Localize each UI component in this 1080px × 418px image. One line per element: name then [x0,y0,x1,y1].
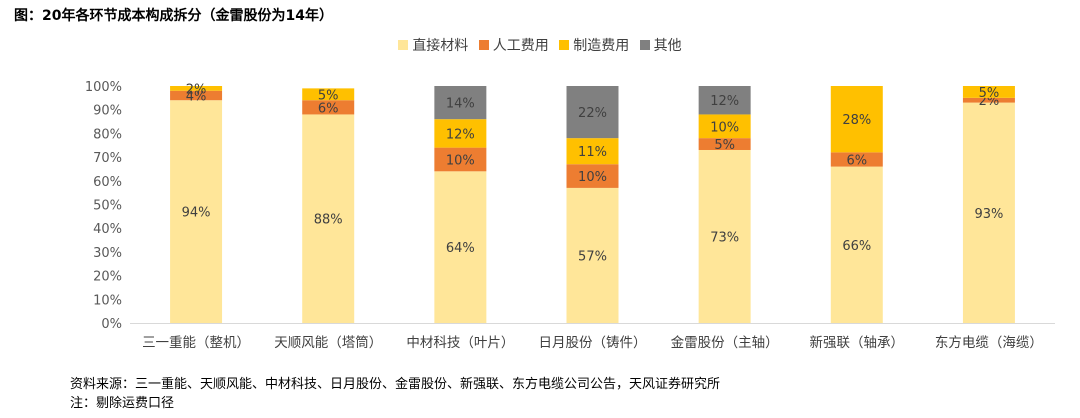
x-tick-label: 日月股份（铸件） [539,335,647,351]
data-label: 2% [979,94,1000,109]
bar-segment [566,187,619,323]
legend-item-labor: 人工费用 [478,35,549,55]
footnote: 注：剔除运费口径 [70,396,175,411]
data-label: 5% [714,138,735,153]
bar-segment [170,86,223,91]
y-tick-label: 70% [93,151,122,166]
bar-segment [830,152,883,167]
bar-segment [302,114,355,323]
data-label: 11% [578,145,607,160]
bar-segment [434,119,487,148]
data-label: 10% [710,120,739,135]
data-label: 64% [446,241,475,256]
x-tick-label: 中材科技（叶片） [406,335,514,351]
y-tick-label: 10% [93,293,122,308]
legend-item-direct-material: 直接材料 [398,35,468,55]
legend-swatch-direct-material [398,40,409,50]
data-label: 5% [979,86,1000,101]
data-label: 6% [846,153,867,168]
y-tick-label: 50% [93,199,122,214]
data-label: 12% [710,94,739,109]
bar-segment [302,88,355,101]
bar-segment [566,138,619,165]
y-tick-label: 40% [93,222,122,237]
data-label: 94% [182,206,211,221]
bar-segment [698,86,751,115]
data-label: 6% [318,101,339,116]
bar-segment [962,97,1015,103]
bar-segment [698,138,751,150]
data-label: 73% [710,230,739,245]
x-tick-label: 金雷股份（主轴） [671,335,779,351]
legend-swatch-other [639,40,650,50]
data-label: 10% [446,153,475,168]
data-label: 12% [446,127,475,142]
bar-segment [830,86,883,153]
x-tick-label: 东方电缆（海缆） [935,335,1043,351]
y-tick-label: 100% [85,80,122,95]
legend-item-other: 其他 [639,35,682,55]
bar-segment [434,171,487,323]
bar-segment [698,149,751,323]
x-tick-label: 天顺风能（塔筒） [274,334,382,351]
data-label: 14% [446,97,475,112]
bar-segment [830,166,883,323]
legend-label-other: 其他 [653,38,682,54]
source-note: 资料来源：三一重能、天顺风能、中材科技、日月股份、金雷股份、新强联、东方电缆公司… [70,377,721,392]
chart-legend: 直接材料 人工费用 制造费用 其他 [0,35,1080,55]
y-tick-label: 0% [101,317,122,332]
bar-segment [698,114,751,139]
legend-label-labor: 人工费用 [492,38,549,54]
figure-title: 图：20年各环节成本构成拆分（金雷股份为14年） [14,8,333,24]
bar-segment [566,164,619,188]
y-tick-label: 30% [93,246,122,261]
bar-segment [434,86,487,120]
data-label: 57% [578,249,607,264]
data-label: 2% [186,82,207,97]
legend-label-direct-material: 直接材料 [412,38,469,54]
data-label: 88% [314,213,343,228]
data-label: 5% [318,88,339,103]
legend-item-manufacturing: 制造费用 [559,35,629,55]
bar-segment [170,100,223,323]
legend-label-manufacturing: 制造费用 [573,38,630,54]
data-label: 10% [578,170,607,185]
legend-swatch-manufacturing [559,40,570,50]
stacked-bar-chart: 0%10%20%30%40%50%60%70%80%90%100%94%4%2%… [85,80,1055,351]
y-tick-label: 80% [93,127,122,142]
data-label: 66% [842,239,871,254]
bar-segment [962,102,1015,323]
y-tick-label: 90% [93,104,122,119]
x-tick-label: 三一重能（整机） [142,335,250,351]
y-tick-label: 20% [93,270,122,285]
legend-swatch-labor [478,40,489,50]
y-tick-label: 60% [93,175,122,190]
data-label: 22% [578,106,607,121]
bar-segment [170,90,223,101]
data-label: 93% [974,207,1003,222]
bar-segment [302,100,355,115]
bar-segment [566,86,619,139]
x-tick-label: 新强联（轴承） [810,335,905,351]
bar-segment [434,147,487,172]
data-label: 4% [186,89,207,104]
data-label: 28% [842,113,871,128]
bar-segment [962,86,1015,98]
